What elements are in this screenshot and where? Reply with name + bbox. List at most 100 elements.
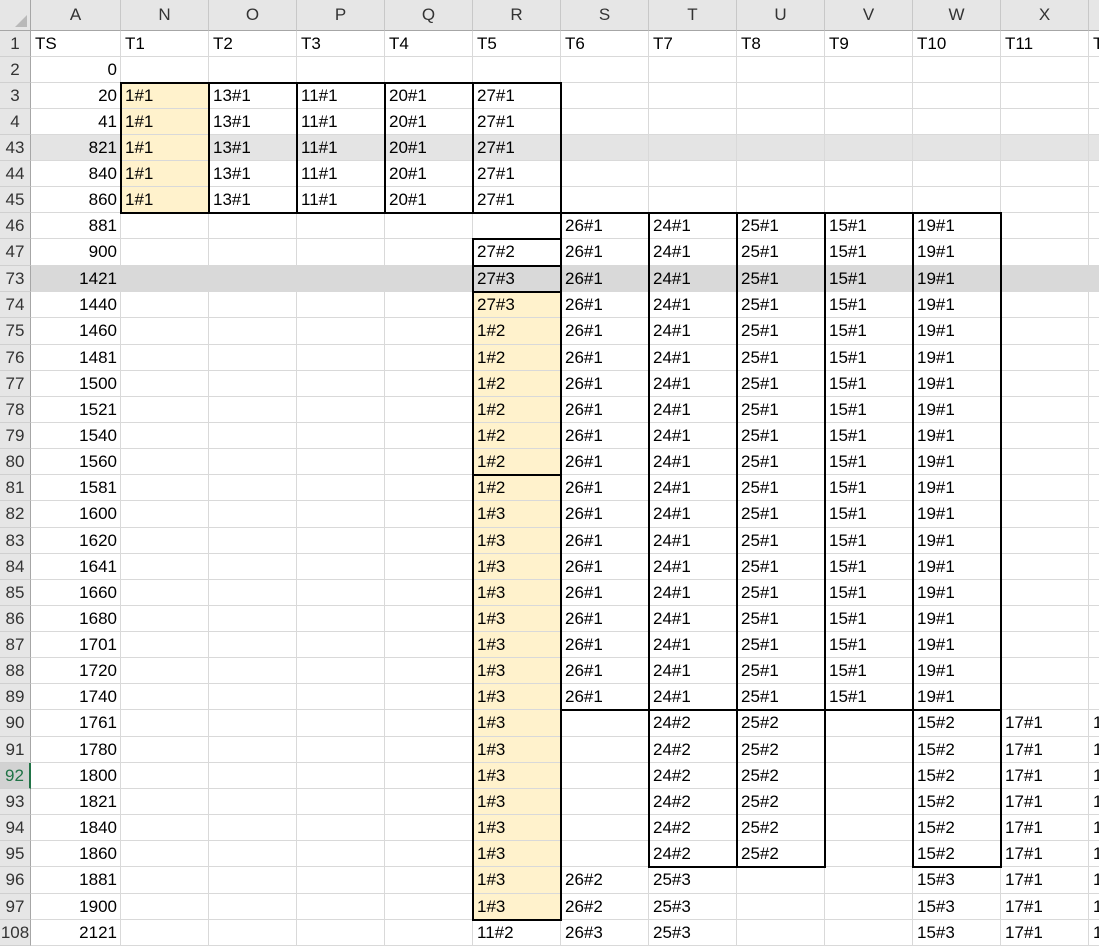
cell-v75[interactable]: 15#1 [825, 318, 913, 345]
cell-x89[interactable] [1001, 684, 1089, 710]
cell-n3[interactable]: 1#1 [121, 83, 209, 109]
cell-y85[interactable] [1089, 580, 1099, 606]
cell-u90[interactable]: 25#2 [737, 710, 825, 737]
cell-v74[interactable]: 15#1 [825, 292, 913, 318]
column-header-t[interactable]: T [649, 0, 737, 31]
cell-y79[interactable] [1089, 423, 1099, 449]
cell-p81[interactable] [297, 475, 385, 501]
cell-o87[interactable] [209, 632, 297, 658]
cell-y108[interactable]: 1 [1089, 920, 1099, 946]
cell-a81[interactable]: 1581 [31, 475, 121, 501]
cell-q96[interactable] [385, 867, 473, 894]
cell-r95[interactable]: 1#3 [473, 841, 561, 867]
cell-r47[interactable]: 27#2 [473, 239, 561, 266]
cell-a46[interactable]: 881 [31, 213, 121, 239]
row-header-90[interactable]: 90 [0, 710, 31, 737]
cell-a75[interactable]: 1460 [31, 318, 121, 345]
cell-v77[interactable]: 15#1 [825, 371, 913, 397]
cell-s88[interactable]: 26#1 [561, 658, 649, 684]
cell-s79[interactable]: 26#1 [561, 423, 649, 449]
cell-o74[interactable] [209, 292, 297, 318]
cell-s93[interactable] [561, 789, 649, 815]
cell-o96[interactable] [209, 867, 297, 894]
cell-n1[interactable]: T1 [121, 31, 209, 57]
cell-a2[interactable]: 0 [31, 57, 121, 83]
cell-u83[interactable]: 25#1 [737, 528, 825, 554]
cell-w108[interactable]: 15#3 [913, 920, 1001, 946]
cell-r4[interactable]: 27#1 [473, 109, 561, 135]
cell-x43[interactable] [1001, 135, 1089, 161]
cell-u86[interactable]: 25#1 [737, 606, 825, 632]
cell-x95[interactable]: 17#1 [1001, 841, 1089, 867]
cell-w88[interactable]: 19#1 [913, 658, 1001, 684]
cell-w1[interactable]: T10 [913, 31, 1001, 57]
cell-v84[interactable]: 15#1 [825, 554, 913, 580]
cell-y81[interactable] [1089, 475, 1099, 501]
column-header-w[interactable]: W [913, 0, 1001, 31]
cell-w47[interactable]: 19#1 [913, 239, 1001, 266]
cell-x4[interactable] [1001, 109, 1089, 135]
cell-r91[interactable]: 1#3 [473, 737, 561, 763]
cell-w87[interactable]: 19#1 [913, 632, 1001, 658]
cell-r76[interactable]: 1#2 [473, 345, 561, 371]
cell-o46[interactable] [209, 213, 297, 239]
cell-n95[interactable] [121, 841, 209, 867]
cell-o95[interactable] [209, 841, 297, 867]
cell-x80[interactable] [1001, 449, 1089, 475]
cell-n88[interactable] [121, 658, 209, 684]
cell-v93[interactable] [825, 789, 913, 815]
cell-o94[interactable] [209, 815, 297, 841]
cell-y86[interactable] [1089, 606, 1099, 632]
cell-t97[interactable]: 25#3 [649, 894, 737, 920]
cell-t73[interactable]: 24#1 [649, 266, 737, 292]
cell-n46[interactable] [121, 213, 209, 239]
cell-a1[interactable]: TS [31, 31, 121, 57]
cell-o83[interactable] [209, 528, 297, 554]
cell-u91[interactable]: 25#2 [737, 737, 825, 763]
cell-v4[interactable] [825, 109, 913, 135]
cell-u108[interactable] [737, 920, 825, 946]
cell-p75[interactable] [297, 318, 385, 345]
cell-q45[interactable]: 20#1 [385, 187, 473, 213]
cell-x74[interactable] [1001, 292, 1089, 318]
cell-q79[interactable] [385, 423, 473, 449]
cell-v3[interactable] [825, 83, 913, 109]
cell-o88[interactable] [209, 658, 297, 684]
cell-w94[interactable]: 15#2 [913, 815, 1001, 841]
cell-p44[interactable]: 11#1 [297, 161, 385, 187]
cell-n93[interactable] [121, 789, 209, 815]
cell-y74[interactable] [1089, 292, 1099, 318]
cell-u92[interactable]: 25#2 [737, 763, 825, 789]
cell-a92[interactable]: 1800 [31, 763, 121, 789]
cell-q81[interactable] [385, 475, 473, 501]
cell-x45[interactable] [1001, 187, 1089, 213]
cell-p78[interactable] [297, 397, 385, 423]
column-header-a[interactable]: A [31, 0, 121, 31]
cell-a78[interactable]: 1521 [31, 397, 121, 423]
cell-r75[interactable]: 1#2 [473, 318, 561, 345]
cell-v82[interactable]: 15#1 [825, 501, 913, 528]
cell-p47[interactable] [297, 239, 385, 266]
row-header-89[interactable]: 89 [0, 684, 31, 710]
cell-w97[interactable]: 15#3 [913, 894, 1001, 920]
cell-x93[interactable]: 17#1 [1001, 789, 1089, 815]
cell-t76[interactable]: 24#1 [649, 345, 737, 371]
cell-p4[interactable]: 11#1 [297, 109, 385, 135]
cell-v44[interactable] [825, 161, 913, 187]
cell-s95[interactable] [561, 841, 649, 867]
cell-s47[interactable]: 26#1 [561, 239, 649, 266]
cell-r82[interactable]: 1#3 [473, 501, 561, 528]
cell-o43[interactable]: 13#1 [209, 135, 297, 161]
cell-o93[interactable] [209, 789, 297, 815]
cell-o2[interactable] [209, 57, 297, 83]
cell-u88[interactable]: 25#1 [737, 658, 825, 684]
cell-a108[interactable]: 2121 [31, 920, 121, 946]
cell-x2[interactable] [1001, 57, 1089, 83]
cell-o86[interactable] [209, 606, 297, 632]
cell-w73[interactable]: 19#1 [913, 266, 1001, 292]
cell-x81[interactable] [1001, 475, 1089, 501]
row-header-1[interactable]: 1 [0, 31, 31, 57]
cell-w93[interactable]: 15#2 [913, 789, 1001, 815]
cell-w80[interactable]: 19#1 [913, 449, 1001, 475]
cell-q82[interactable] [385, 501, 473, 528]
